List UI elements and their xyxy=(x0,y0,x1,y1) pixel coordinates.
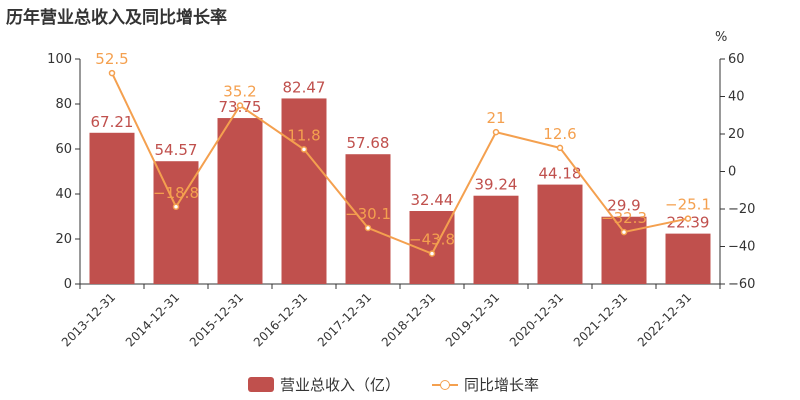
legend: 营业总收入（亿） 同比增长率 xyxy=(0,374,800,396)
y-right-tick-label: −40 xyxy=(728,240,755,255)
growth-data-label: −30.1 xyxy=(345,205,391,223)
growth-point xyxy=(108,69,116,77)
growth-point xyxy=(236,102,244,109)
growth-point xyxy=(492,128,500,136)
x-tick-label: 2016-12-31 xyxy=(251,290,310,349)
bar-data-label: 44.18 xyxy=(539,165,582,183)
growth-point xyxy=(556,144,564,152)
growth-point xyxy=(300,146,308,153)
y-right-tick-label: −20 xyxy=(728,202,755,217)
chart-title: 历年营业总收入及同比增长率 xyxy=(6,8,227,28)
bar xyxy=(345,154,391,284)
growth-line xyxy=(111,72,689,255)
growth-data-label: −25.1 xyxy=(665,196,711,214)
x-tick-label: 2019-12-31 xyxy=(443,290,502,349)
bar xyxy=(153,161,199,284)
legend-item-revenue[interactable]: 营业总收入（亿） xyxy=(248,374,400,395)
legend-item-growth[interactable]: 同比增长率 xyxy=(432,374,539,395)
x-tick-label: 2017-12-31 xyxy=(315,290,374,349)
growth-data-label: −43.8 xyxy=(409,231,455,249)
bar xyxy=(89,132,135,284)
growth-point xyxy=(172,203,180,210)
growth-data-label: 35.2 xyxy=(223,83,256,101)
legend-label-growth: 同比增长率 xyxy=(464,376,540,394)
x-tick-label: 2013-12-31 xyxy=(59,290,118,349)
y-left-tick-label: 100 xyxy=(47,52,72,67)
y-left-tick-label: 60 xyxy=(55,142,72,157)
bar xyxy=(473,195,519,284)
y-left-tick-label: 0 xyxy=(64,277,72,292)
bar xyxy=(537,184,583,284)
growth-data-label: 11.8 xyxy=(287,126,320,144)
y-right-tick-label: 20 xyxy=(728,127,745,142)
y-right-tick-label: 40 xyxy=(728,90,745,105)
bar-data-label: 82.47 xyxy=(283,78,326,96)
x-tick-label: 2021-12-31 xyxy=(571,290,630,349)
y-right-unit: % xyxy=(715,30,727,45)
growth-data-label: −32.3 xyxy=(601,209,647,227)
bar xyxy=(281,98,327,284)
x-tick-label: 2014-12-31 xyxy=(123,290,182,349)
x-tick-label: 2015-12-31 xyxy=(187,290,246,349)
bar xyxy=(217,118,263,284)
bar-data-label: 29.9 xyxy=(607,197,640,215)
growth-data-label: 21 xyxy=(486,109,505,127)
bar-data-label: 32.44 xyxy=(411,191,454,209)
y-right-tick-label: 0 xyxy=(728,165,736,180)
legend-label-revenue: 营业总收入（亿） xyxy=(280,376,401,394)
growth-point xyxy=(428,250,436,257)
bar-data-label: 39.24 xyxy=(475,176,518,194)
legend-swatch-line xyxy=(432,377,458,392)
growth-point xyxy=(364,224,372,232)
legend-swatch-bar xyxy=(248,377,274,392)
y-left-tick-label: 20 xyxy=(55,232,72,247)
y-right-tick-label: 60 xyxy=(728,52,745,67)
bar-data-label: 54.57 xyxy=(155,141,198,159)
y-left-tick-label: 80 xyxy=(55,97,72,112)
x-tick-label: 2020-12-31 xyxy=(507,290,566,349)
growth-point xyxy=(620,228,628,236)
x-tick-label: 2018-12-31 xyxy=(379,290,438,349)
growth-data-label: 12.6 xyxy=(543,125,576,143)
bar-data-label: 57.68 xyxy=(347,134,390,152)
bar xyxy=(665,233,711,284)
x-tick-label: 2022-12-31 xyxy=(635,290,694,349)
growth-data-label: −18.8 xyxy=(153,184,199,202)
y-left-tick-label: 40 xyxy=(55,187,72,202)
y-right-tick-label: −60 xyxy=(728,277,755,292)
growth-data-label: 52.5 xyxy=(95,50,128,68)
bar-data-label: 67.21 xyxy=(91,113,134,131)
growth-point xyxy=(684,215,692,222)
bar-data-label: 22.39 xyxy=(667,214,710,232)
